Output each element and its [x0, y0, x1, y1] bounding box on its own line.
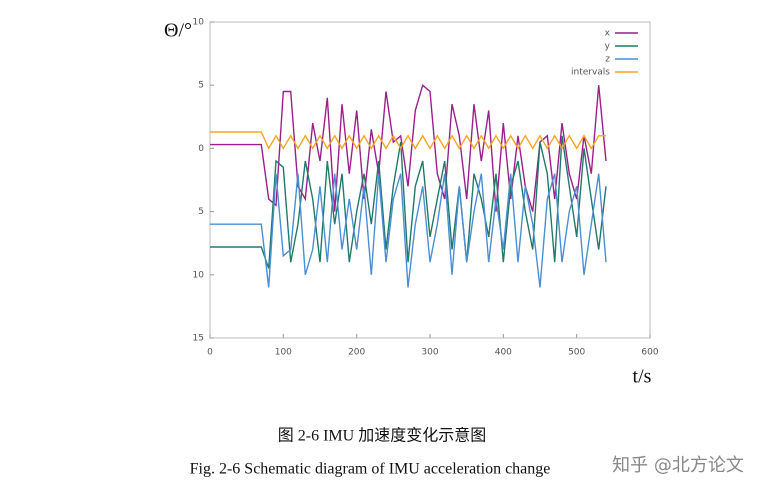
x-tick-label: 0 [207, 348, 213, 358]
caption-en: Fig. 2-6 Schematic diagram of IMU accele… [190, 461, 551, 478]
legend-label: x [605, 29, 611, 39]
y-tick-label: 0 [198, 144, 204, 154]
x-tick-label: 400 [495, 348, 512, 358]
x-tick-label: 500 [568, 348, 585, 358]
y-tick-label: 10 [193, 270, 205, 280]
caption-cn: 图 2-6 IMU 加速度变化示意图 [278, 426, 486, 445]
legend-label: z [605, 55, 610, 65]
series-line [210, 173, 607, 288]
y-tick-label: 5 [198, 81, 204, 91]
series-line [210, 135, 607, 269]
watermark: 知乎 @北方论文 [612, 455, 744, 476]
y-axis-label: Θ/° [164, 20, 192, 42]
x-tick-label: 200 [348, 348, 365, 358]
x-axis-label: t/s [633, 366, 652, 388]
legend-label: intervals [571, 68, 610, 78]
x-tick-label: 600 [641, 348, 658, 358]
x-tick-label: 300 [421, 348, 438, 358]
y-tick-label: 15 [193, 334, 204, 344]
y-tick-label: 5 [198, 207, 204, 217]
y-tick-label: 10 [193, 18, 205, 28]
series-line [210, 131, 606, 150]
x-tick-label: 100 [275, 348, 292, 358]
legend-label: y [605, 42, 611, 52]
